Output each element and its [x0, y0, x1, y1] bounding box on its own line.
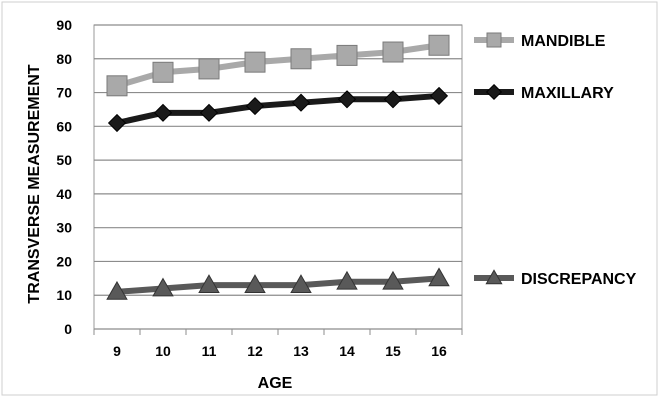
data-point-mandible	[428, 34, 450, 56]
data-point-mandible	[152, 61, 174, 83]
series-markers	[106, 34, 450, 300]
data-point-discrepancy	[106, 280, 128, 300]
legend-swatch-marker	[485, 83, 503, 101]
x-tick-label: 16	[431, 343, 447, 359]
x-tick-label: 9	[113, 343, 121, 359]
legend-swatch-marker	[485, 269, 503, 285]
x-axis-title: AGE	[258, 375, 293, 392]
legend-item-mandible: MANDIBLE	[474, 32, 606, 50]
y-tick-label: 60	[56, 118, 72, 134]
y-tick-label: 30	[56, 220, 72, 236]
data-point-mandible	[106, 75, 128, 97]
data-point-maxillary	[153, 103, 173, 122]
y-axis-ticks: 0 10 20 30 40 50 60 70 80 90	[56, 17, 72, 337]
legend-label: DISCREPANCY	[521, 271, 637, 288]
series-line-discrepancy	[114, 275, 442, 295]
data-point-discrepancy	[290, 274, 312, 294]
data-point-discrepancy	[336, 270, 358, 290]
legend-label: MANDIBLE	[521, 33, 606, 50]
data-point-discrepancy	[152, 277, 174, 297]
data-point-discrepancy	[428, 267, 450, 287]
data-point-maxillary	[199, 103, 219, 122]
data-point-maxillary	[383, 90, 403, 109]
data-point-discrepancy	[382, 270, 404, 290]
data-point-mandible	[382, 41, 404, 63]
data-point-maxillary	[107, 113, 127, 133]
x-tick-label: 12	[247, 343, 263, 359]
legend-item-discrepancy: DISCREPANCY	[474, 269, 637, 288]
y-tick-label: 20	[56, 253, 72, 269]
legend-label: MAXILLARY	[521, 85, 614, 102]
x-tick-label: 13	[293, 343, 309, 359]
data-point-maxillary	[337, 90, 357, 109]
y-tick-label: 40	[56, 186, 72, 202]
legend-item-maxillary: MAXILLARY	[474, 83, 614, 102]
x-tick-label: 11	[202, 343, 217, 359]
legend: MANDIBLE MAXILLARY DISCREPANCY	[474, 32, 637, 288]
data-point-maxillary	[429, 86, 449, 106]
y-axis-title: TRANSVERSE MEASUREMENT	[26, 64, 43, 303]
y-tick-label: 80	[56, 51, 72, 67]
data-point-discrepancy	[244, 274, 266, 294]
y-tick-label: 10	[56, 287, 72, 303]
y-tick-label: 50	[56, 152, 72, 168]
data-point-maxillary	[291, 93, 311, 112]
x-axis-ticks: 9 10 11 12 13 14 15 16	[93, 329, 463, 359]
x-tick-label: 14	[339, 343, 355, 359]
data-point-discrepancy	[198, 274, 220, 294]
data-point-mandible	[290, 48, 312, 70]
data-point-mandible	[198, 58, 220, 80]
data-point-mandible	[244, 51, 266, 73]
y-tick-label: 0	[64, 321, 72, 337]
y-tick-label: 90	[56, 17, 72, 33]
data-point-maxillary	[245, 96, 265, 116]
x-tick-label: 15	[385, 343, 401, 359]
data-point-mandible	[336, 44, 358, 66]
x-tick-label: 10	[155, 343, 171, 359]
y-tick-label: 70	[56, 85, 72, 101]
legend-swatch-marker	[486, 32, 502, 48]
